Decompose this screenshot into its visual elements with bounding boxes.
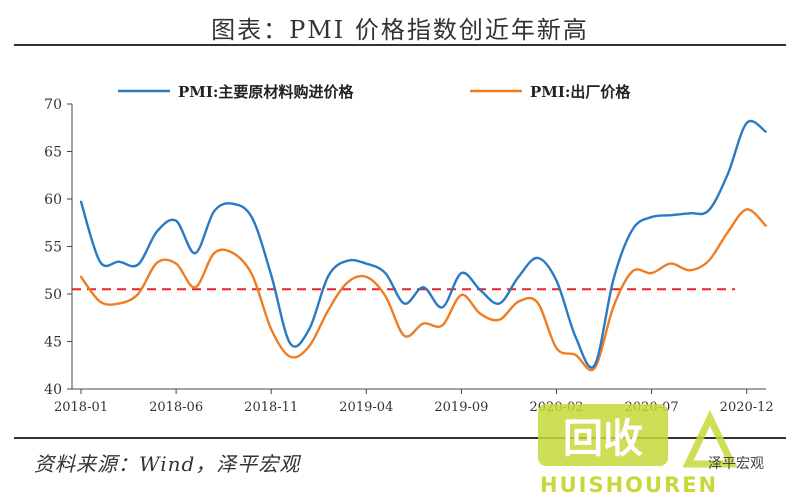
x-tick-label: 2018-06	[149, 400, 203, 415]
x-axis: 2018-01 2018-06 2018-11 2019-04 2019-09 2020-…	[54, 388, 774, 415]
y-axis: 40 45 50 55 60 65 70	[44, 97, 73, 398]
y-tick-label: 55	[44, 240, 62, 256]
title-divider	[14, 44, 786, 46]
legend-label-2: PMI:出厂价格	[530, 83, 631, 101]
x-tick-label: 2018-11	[244, 400, 298, 415]
x-tick-label: 2018-01	[54, 400, 108, 415]
line-chart: PMI:主要原材料购进价格 PMI:出厂价格 40 45 50 55 60 65 70 201…	[44, 83, 774, 415]
series-line-1	[79, 119, 767, 369]
x-tick-label: 2019-04	[339, 400, 393, 415]
series-line-2	[79, 208, 767, 372]
x-tick-label: 2020-07	[625, 400, 679, 415]
chart-title: 图表：PMI 价格指数创近年新高	[211, 16, 589, 44]
y-tick-label: 65	[44, 145, 62, 161]
y-tick-label: 70	[44, 97, 62, 113]
legend: PMI:主要原材料购进价格 PMI:出厂价格	[118, 83, 631, 101]
watermark-brand-text: HUISHOUREN	[540, 473, 718, 497]
x-tick-label: 2020-02	[529, 400, 583, 415]
y-tick-label: 40	[44, 382, 62, 398]
watermark-account-text: 泽平宏观	[708, 456, 764, 472]
chart-title-area: 图表：PMI 价格指数创近年新高	[0, 0, 800, 44]
y-tick-label: 60	[44, 192, 62, 208]
legend-label-1: PMI:主要原材料购进价格	[178, 83, 354, 101]
y-tick-label: 45	[44, 335, 62, 351]
bottom-divider	[14, 437, 786, 439]
x-tick-label: 2020-12	[720, 400, 774, 415]
y-tick-label: 50	[44, 287, 62, 303]
x-tick-label: 2019-09	[434, 400, 488, 415]
source-note: 资料来源：Wind，泽平宏观	[34, 452, 301, 476]
series-layer	[79, 119, 767, 372]
